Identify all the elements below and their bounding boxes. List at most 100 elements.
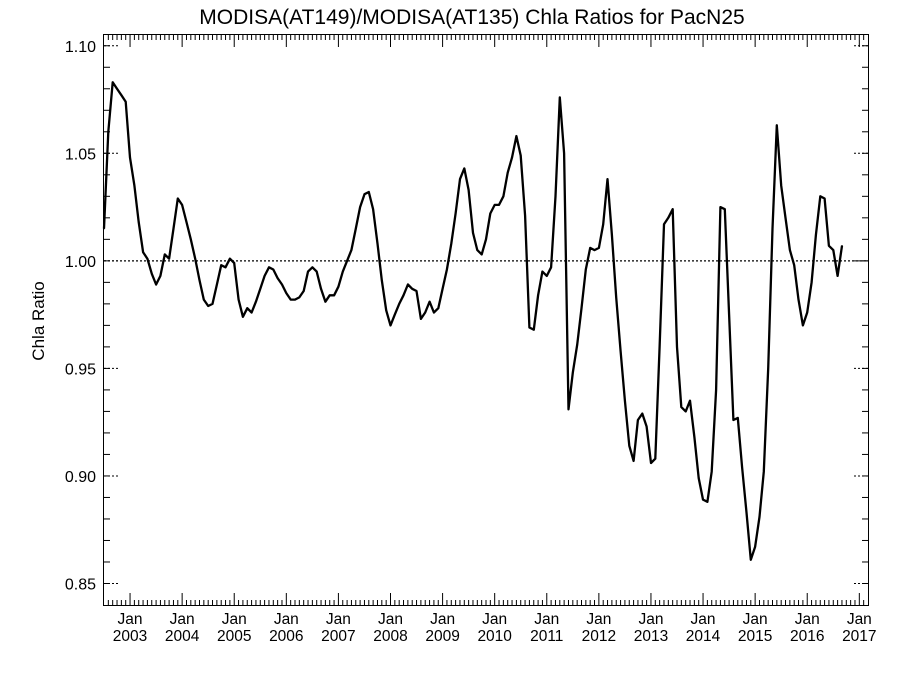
data-point [650,462,652,464]
x-tick-label-month: Jan [691,611,716,628]
data-point [315,270,318,273]
x-tick-label-year: 2009 [425,628,459,645]
data-point [506,171,509,174]
data-point [355,227,357,230]
data-point [276,277,279,279]
x-tick-label-month: Jan [586,611,611,628]
data-point [181,204,183,206]
data-point [402,294,405,297]
data-point [298,296,301,299]
data-point [537,294,539,297]
data-point [151,273,153,275]
data-point [237,298,240,301]
data-point [285,292,288,294]
plot-frame [103,34,869,606]
data-point [376,242,379,245]
data-point [554,195,557,198]
data-point [428,300,431,303]
data-point [459,178,461,180]
data-point [671,208,674,210]
data-point [446,268,448,271]
data-point [528,326,531,329]
data-point [767,367,769,370]
data-point [476,249,479,251]
data-point [606,178,609,180]
data-point [194,257,196,260]
data-point [272,268,275,271]
data-point [463,167,466,170]
data-point [524,214,526,217]
data-point [802,324,804,327]
data-point [111,81,114,84]
data-point [372,208,374,210]
data-point [828,245,830,247]
data-point [732,419,735,421]
x-tick-label-month: Jan [743,611,768,628]
data-point [263,275,266,277]
data-point [819,195,822,198]
data-point [485,238,487,241]
data-point [207,305,209,307]
data-point [645,425,648,428]
y-axis-label: Chla Ratio [29,281,48,360]
data-point [498,204,500,206]
x-tick-label-month: Jan [118,611,143,628]
x-tick-label-month: Jan [638,611,663,628]
data-point [389,324,392,327]
data-point [216,283,218,286]
data-point [784,217,787,219]
data-point [737,417,739,419]
x-tick-label-year: 2012 [582,628,616,645]
x-tick-label-month: Jan [170,611,195,628]
data-point [359,206,361,208]
x-tick-label-year: 2003 [113,628,147,645]
data-point [346,260,348,262]
x-tick-label-year: 2004 [165,628,200,645]
data-point [697,477,700,479]
x-tick-label-month: Jan [534,611,559,628]
x-tick-label-year: 2014 [686,628,721,645]
data-point [624,399,626,402]
x-tick-label-year: 2013 [634,628,668,645]
data-point [333,294,335,297]
y-axis-ticks: 0.85 0.90 0.95 1.00 1.05 1.10 [65,39,868,593]
data-point [572,371,574,374]
x-tick-label-month: Jan [795,611,820,628]
x-tick-label-year: 2016 [790,628,824,645]
data-point [502,195,505,198]
data-point [489,212,492,215]
data-point [381,279,383,282]
data-point [745,511,748,514]
data-point [268,266,270,269]
data-point [793,264,795,267]
data-point [515,135,518,137]
data-point [519,154,522,157]
data-point [658,346,661,348]
data-point [702,498,704,501]
data-point [680,406,683,408]
data-point [368,191,370,193]
data-point [385,309,388,312]
data-point [728,313,730,316]
data-point [211,303,214,305]
data-point [328,294,331,297]
x-tick-label-month: Jan [847,611,872,628]
data-point [641,412,644,415]
data-point [511,156,513,159]
data-point [750,559,752,561]
data-point [116,88,118,90]
data-point [637,419,639,421]
data-point [689,399,691,402]
data-point [758,516,761,518]
data-point [168,257,170,260]
data-point [190,238,192,241]
data-point [437,307,440,310]
data-point [137,221,140,223]
data-point [198,279,201,282]
data-point [324,300,327,303]
data-point [294,298,296,301]
data-point [467,189,470,191]
data-point [815,234,817,236]
x-tick-label-year: 2006 [269,628,303,645]
